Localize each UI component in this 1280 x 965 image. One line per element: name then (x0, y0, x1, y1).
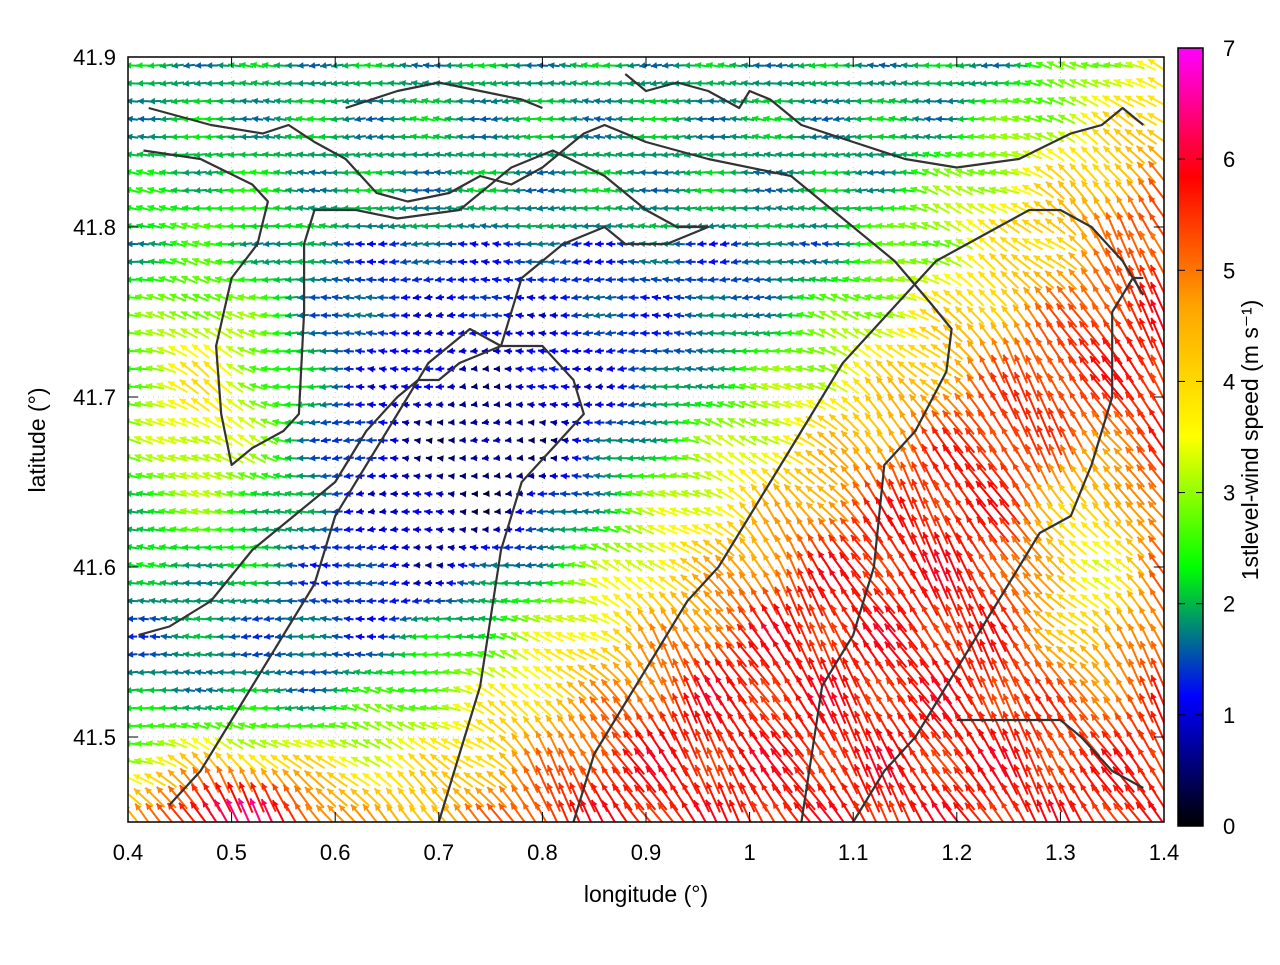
wind-arrow-head (124, 401, 131, 408)
wind-arrow-head (124, 294, 130, 301)
wind-arrow-head (124, 312, 131, 319)
wind-arrow-head (124, 740, 130, 747)
wind-arrow-head (124, 330, 131, 337)
wind-arrow-head (124, 348, 130, 355)
